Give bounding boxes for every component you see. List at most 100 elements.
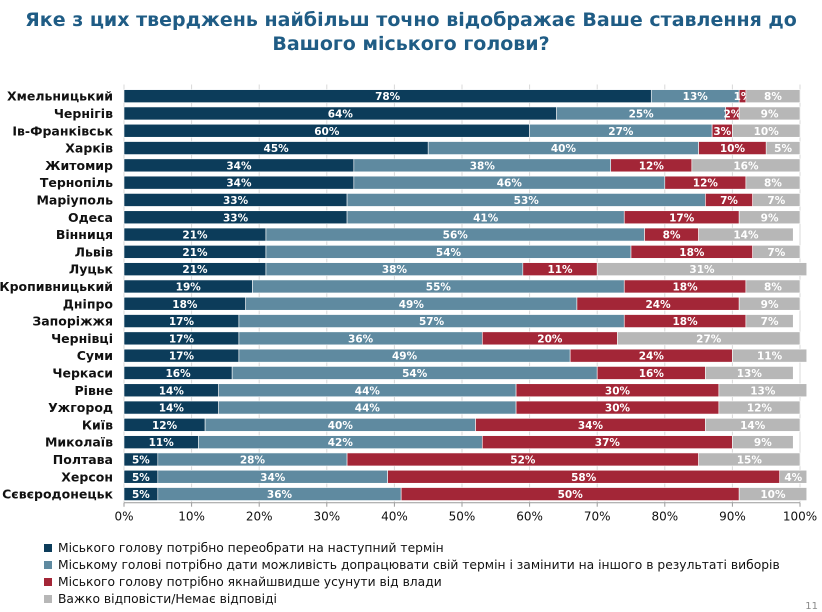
data-label: 14% bbox=[159, 385, 185, 397]
page-number: 11 bbox=[805, 601, 818, 612]
category-label: Полтава bbox=[53, 452, 113, 467]
bar-segment bbox=[745, 89, 801, 103]
category-label: Сєвєродонецьк bbox=[2, 487, 113, 502]
data-label: 49% bbox=[392, 351, 418, 363]
data-label: 12% bbox=[639, 160, 665, 172]
data-label: 34% bbox=[226, 178, 252, 190]
data-label: 36% bbox=[267, 489, 293, 501]
data-label: 7% bbox=[767, 247, 785, 259]
data-label: 54% bbox=[436, 247, 462, 259]
data-label: 34% bbox=[578, 420, 604, 432]
legend-swatch bbox=[44, 577, 52, 586]
data-label: 5% bbox=[132, 489, 150, 501]
data-label: 27% bbox=[696, 333, 722, 345]
data-label: 37% bbox=[595, 437, 621, 449]
data-label: 21% bbox=[182, 264, 208, 276]
data-label: 12% bbox=[152, 420, 178, 432]
data-label: 34% bbox=[226, 160, 252, 172]
data-label: 5% bbox=[774, 143, 792, 155]
data-label: 24% bbox=[645, 299, 671, 311]
data-label: 18% bbox=[673, 316, 699, 328]
bar-segment bbox=[745, 279, 801, 294]
data-label: 52% bbox=[510, 454, 536, 466]
category-label: Київ bbox=[82, 417, 113, 432]
data-label: 21% bbox=[182, 230, 208, 242]
data-label: 30% bbox=[605, 403, 631, 415]
data-label: 12% bbox=[747, 403, 773, 415]
bar-segment bbox=[732, 123, 801, 138]
data-label: 18% bbox=[172, 299, 198, 311]
bar-segment bbox=[752, 193, 801, 207]
data-label: 9% bbox=[761, 108, 779, 120]
data-label: 44% bbox=[355, 403, 381, 415]
data-label: 8% bbox=[764, 281, 782, 293]
bar-segment bbox=[732, 435, 794, 449]
data-label: 78% bbox=[375, 91, 401, 103]
data-label: 17% bbox=[169, 351, 195, 363]
data-label: 12% bbox=[693, 178, 719, 190]
data-label: 38% bbox=[382, 264, 408, 276]
data-label: 5% bbox=[132, 454, 150, 466]
bar-segment bbox=[745, 175, 801, 190]
data-label: 42% bbox=[328, 437, 354, 449]
data-label: 44% bbox=[355, 385, 381, 397]
data-label: 18% bbox=[673, 281, 699, 293]
data-label: 7% bbox=[761, 316, 779, 328]
data-label: 11% bbox=[149, 437, 175, 449]
category-label: Черкаси bbox=[52, 365, 113, 380]
data-label: 13% bbox=[737, 368, 763, 380]
data-label: 45% bbox=[264, 143, 290, 155]
data-label: 18% bbox=[679, 247, 705, 259]
data-label: 28% bbox=[240, 454, 266, 466]
bar-segment bbox=[738, 487, 808, 501]
bar-segment bbox=[745, 314, 794, 328]
bar-segment bbox=[705, 366, 794, 380]
data-label: 8% bbox=[764, 178, 782, 190]
x-tick-label: 30% bbox=[313, 510, 340, 524]
data-label: 17% bbox=[169, 333, 195, 345]
legend-label: Важко відповісти/Немає відповіді bbox=[58, 591, 277, 606]
data-label: 15% bbox=[737, 454, 763, 466]
data-label: 5% bbox=[132, 472, 150, 484]
data-label: 46% bbox=[497, 178, 523, 190]
data-label: 17% bbox=[669, 212, 695, 224]
data-label: 11% bbox=[757, 351, 783, 363]
data-label: 13% bbox=[683, 91, 709, 103]
chart-title-line-2: Вашого міського голови? bbox=[272, 33, 550, 55]
data-label: 14% bbox=[159, 403, 185, 415]
data-label: 40% bbox=[328, 420, 354, 432]
data-label: 64% bbox=[328, 108, 354, 120]
data-label: 7% bbox=[720, 195, 738, 207]
data-label: 24% bbox=[639, 351, 665, 363]
data-label: 17% bbox=[169, 316, 195, 328]
category-label: Чернівці bbox=[51, 331, 113, 346]
data-label: 58% bbox=[571, 472, 597, 484]
category-label: Луцьк bbox=[69, 262, 114, 277]
category-label: Ів-Франківськ bbox=[12, 123, 113, 138]
data-label: 41% bbox=[473, 212, 499, 224]
legend-label: Міського голову потрібно якнайшвидше усу… bbox=[58, 574, 442, 589]
data-label: 30% bbox=[605, 385, 631, 397]
data-label: 20% bbox=[537, 333, 563, 345]
category-label: Миколаїв bbox=[45, 435, 113, 450]
bar-segment bbox=[738, 210, 801, 225]
data-label: 9% bbox=[761, 299, 779, 311]
chart-title: Яке з цих тверджень найбільш точно відоб… bbox=[0, 8, 822, 56]
data-label: 33% bbox=[223, 212, 249, 224]
data-label: 14% bbox=[740, 420, 766, 432]
legend-swatch bbox=[44, 594, 52, 603]
bar-segment bbox=[738, 296, 801, 311]
data-label: 38% bbox=[470, 160, 496, 172]
category-label: Маріуполь bbox=[36, 192, 113, 207]
category-label: Харків bbox=[65, 141, 113, 156]
x-tick-label: 90% bbox=[719, 510, 746, 524]
data-label: 49% bbox=[399, 299, 425, 311]
category-label: Хмельницький bbox=[7, 89, 113, 104]
x-tick-label: 50% bbox=[449, 510, 476, 524]
bar-segment bbox=[738, 106, 801, 121]
data-label: 7% bbox=[767, 195, 785, 207]
category-label: Запоріжжя bbox=[32, 314, 113, 329]
bar-segment bbox=[705, 418, 801, 432]
data-label: 27% bbox=[608, 126, 634, 138]
